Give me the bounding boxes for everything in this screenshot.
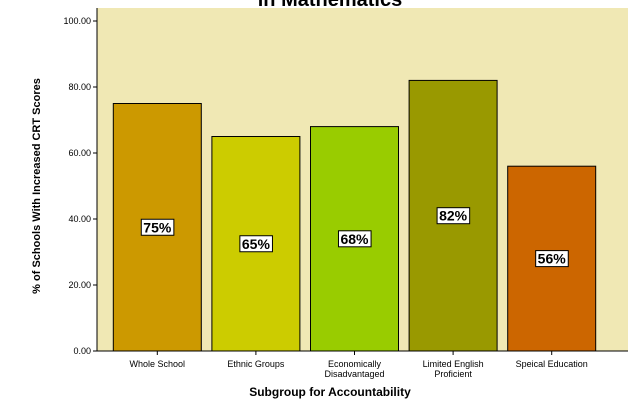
value-label: 56% [538, 251, 567, 267]
value-label: 82% [439, 208, 468, 224]
value-label-box [140, 218, 175, 236]
y-tick-label: 100.00 [63, 16, 91, 26]
chart-title: in Mathematics [258, 0, 402, 11]
y-tick-label: 20.00 [68, 280, 91, 290]
value-label-box [337, 230, 372, 248]
value-label-box [535, 250, 569, 268]
x-axis-title: Subgroup for Accountability [249, 385, 411, 399]
value-label: 65% [242, 236, 271, 252]
x-tick-label: Limited English Proficient [422, 359, 484, 379]
value-label: 68% [340, 231, 369, 247]
y-tick-label: 80.00 [68, 82, 91, 92]
x-tick-label: Ethnic Groups [227, 359, 285, 369]
x-tick-label: Whole School [129, 359, 186, 369]
value-label: 75% [143, 219, 172, 235]
value-label-box [436, 207, 471, 225]
x-tick-label: Economically Disadvantaged [324, 359, 385, 379]
y-tick-label: 0.00 [73, 346, 91, 356]
value-label-box [239, 235, 273, 253]
x-tick-label: Speical Education [515, 359, 588, 369]
y-tick-label: 60.00 [68, 148, 91, 158]
y-axis-title: % of Schools With Increased CRT Scores [31, 78, 43, 294]
y-tick-label: 40.00 [68, 214, 91, 224]
bar [112, 103, 202, 352]
